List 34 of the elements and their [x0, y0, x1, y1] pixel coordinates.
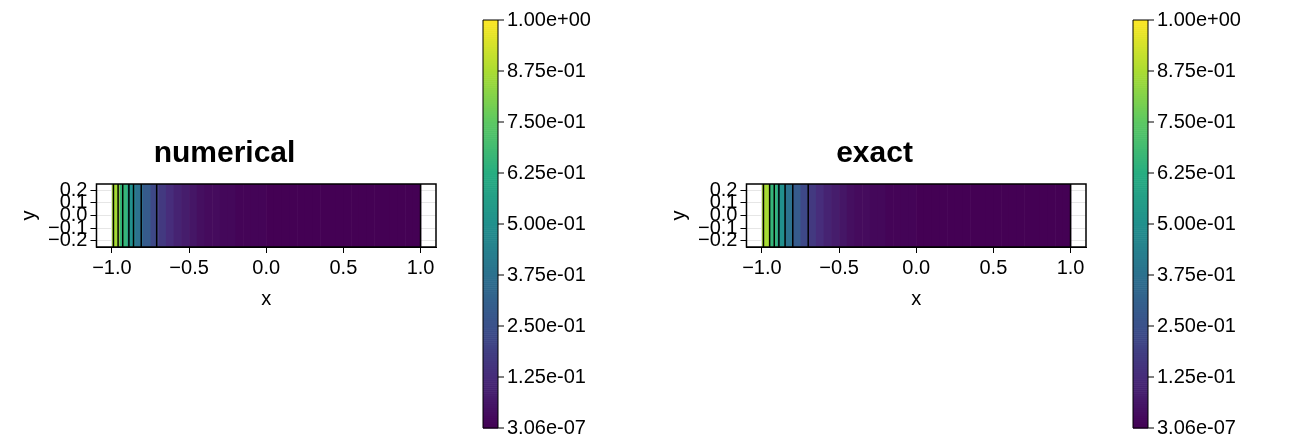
y-axis-title: y: [666, 210, 689, 221]
color-bar-label: 7.50e-01: [1157, 109, 1236, 132]
x-tick-label: 0.0: [252, 255, 281, 278]
color-bar-label: 6.25e-01: [507, 160, 586, 183]
color-bar-label: 3.06e-07: [1157, 415, 1236, 438]
x-tick-label: 0.0: [902, 255, 931, 278]
color-bar-label: 1.00e+00: [507, 7, 591, 30]
color-bar-label: 8.75e-01: [1157, 58, 1236, 81]
color-bar-label: 1.00e+00: [1157, 7, 1241, 30]
x-tick-label: 0.5: [329, 255, 358, 278]
color-bar-label: 6.25e-01: [1157, 160, 1236, 183]
color-bar-label: 8.75e-01: [507, 58, 586, 81]
color-bar-label: 2.50e-01: [507, 313, 586, 336]
x-tick-label: −0.5: [169, 255, 209, 278]
y-axis-title: y: [16, 210, 39, 221]
x-tick-label: −1.0: [742, 255, 782, 278]
x-tick-label: −1.0: [92, 255, 132, 278]
color-bar-label: 5.00e-01: [1157, 211, 1236, 234]
x-tick-label: 0.5: [979, 255, 1008, 278]
x-axis-title: x: [261, 286, 272, 309]
color-bar-label: 3.75e-01: [1157, 262, 1236, 285]
chart-title: numerical: [153, 135, 296, 169]
color-bar-label: 3.06e-07: [507, 415, 586, 438]
color-bar-label: 1.25e-01: [1157, 364, 1236, 387]
color-bar-label: 7.50e-01: [507, 109, 586, 132]
color-bar-label: 3.75e-01: [507, 262, 586, 285]
color-bar-label: 1.25e-01: [507, 364, 586, 387]
x-tick-label: −0.5: [819, 255, 859, 278]
x-tick-label: 1.0: [406, 255, 435, 278]
chart-title: exact: [836, 135, 913, 169]
x-axis-title: x: [911, 286, 922, 309]
color-bar-label: 5.00e-01: [507, 211, 586, 234]
x-tick-label: 1.0: [1056, 255, 1085, 278]
color-bar-label: 2.50e-01: [1157, 313, 1236, 336]
